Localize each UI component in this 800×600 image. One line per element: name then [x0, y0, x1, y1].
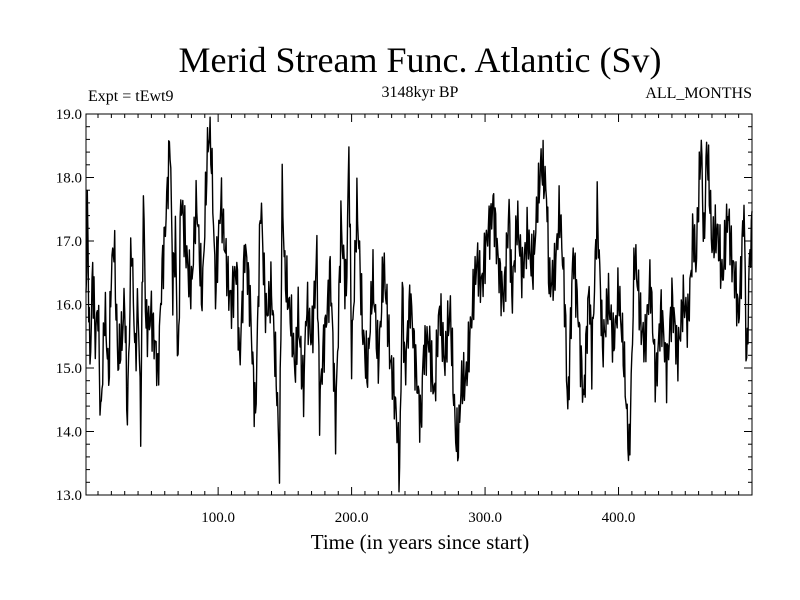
chart-title: Merid Stream Func. Atlantic (Sv) [179, 40, 662, 80]
x-tick-label: 200.0 [335, 510, 369, 526]
tick-labels: 13.0 14.0 15.0 16.0 17.0 18.0 19.0 100.0 200.0 30… [56, 107, 636, 526]
x-tick-label: 100.0 [201, 510, 235, 526]
x-tick-label: 300.0 [468, 510, 502, 526]
y-tick-label: 18.0 [56, 171, 82, 187]
chart-subtitle: 3148kyr BP [382, 84, 459, 101]
y-tick-label: 17.0 [56, 234, 82, 250]
y-tick-label: 13.0 [56, 488, 82, 504]
series-line [85, 116, 753, 493]
x-tick-label: 400.0 [602, 510, 636, 526]
axis-ticks [86, 113, 753, 496]
months-label: ALL_MONTHS [645, 85, 752, 102]
y-tick-label: 14.0 [56, 425, 82, 441]
y-tick-label: 19.0 [56, 107, 82, 123]
x-axis-label: Time (in years since start) [311, 530, 530, 554]
y-tick-label: 16.0 [56, 298, 82, 314]
y-tick-label: 15.0 [56, 361, 82, 377]
experiment-label: Expt = tEwt9 [88, 88, 173, 105]
